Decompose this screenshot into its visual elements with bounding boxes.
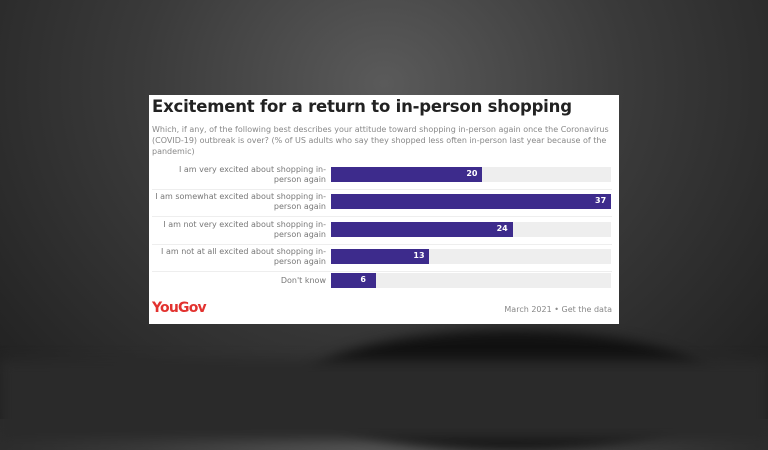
- bar-track: 6: [331, 273, 611, 288]
- bar-track: 13: [331, 249, 611, 264]
- background-blur: [0, 360, 768, 440]
- bar: [331, 167, 483, 182]
- row-divider: [152, 189, 612, 190]
- bar: [331, 273, 377, 288]
- row-divider: [152, 244, 612, 245]
- data-label: 6: [360, 275, 366, 284]
- data-label: 37: [595, 196, 607, 205]
- bar: [331, 222, 513, 237]
- data-label: 13: [413, 251, 425, 260]
- bar-track: 24: [331, 222, 611, 237]
- source-link[interactable]: March 2021 • Get the data: [504, 305, 612, 314]
- category-label: Don't know: [280, 276, 326, 285]
- chart-title: Excitement for a return to in-person sho…: [152, 97, 572, 116]
- chart-card: Excitement for a return to in-person sho…: [149, 95, 619, 324]
- category-label: I am not very excited about shopping in-…: [163, 220, 326, 239]
- category-label: I am somewhat excited about shopping in-…: [155, 192, 326, 211]
- bar: [331, 249, 430, 264]
- row-divider: [152, 271, 612, 272]
- row-divider: [152, 216, 612, 217]
- category-label: I am not at all excited about shopping i…: [161, 247, 326, 266]
- data-label: 20: [466, 169, 478, 178]
- yougov-logo[interactable]: YouGov: [152, 300, 207, 316]
- chart-subtitle: Which, if any, of the following best des…: [152, 125, 609, 156]
- bar-track: 20: [331, 167, 611, 182]
- data-label: 24: [496, 224, 508, 233]
- bar: [331, 194, 611, 209]
- category-label: I am very excited about shopping in-pers…: [178, 165, 326, 184]
- bar-track: 37: [331, 194, 611, 209]
